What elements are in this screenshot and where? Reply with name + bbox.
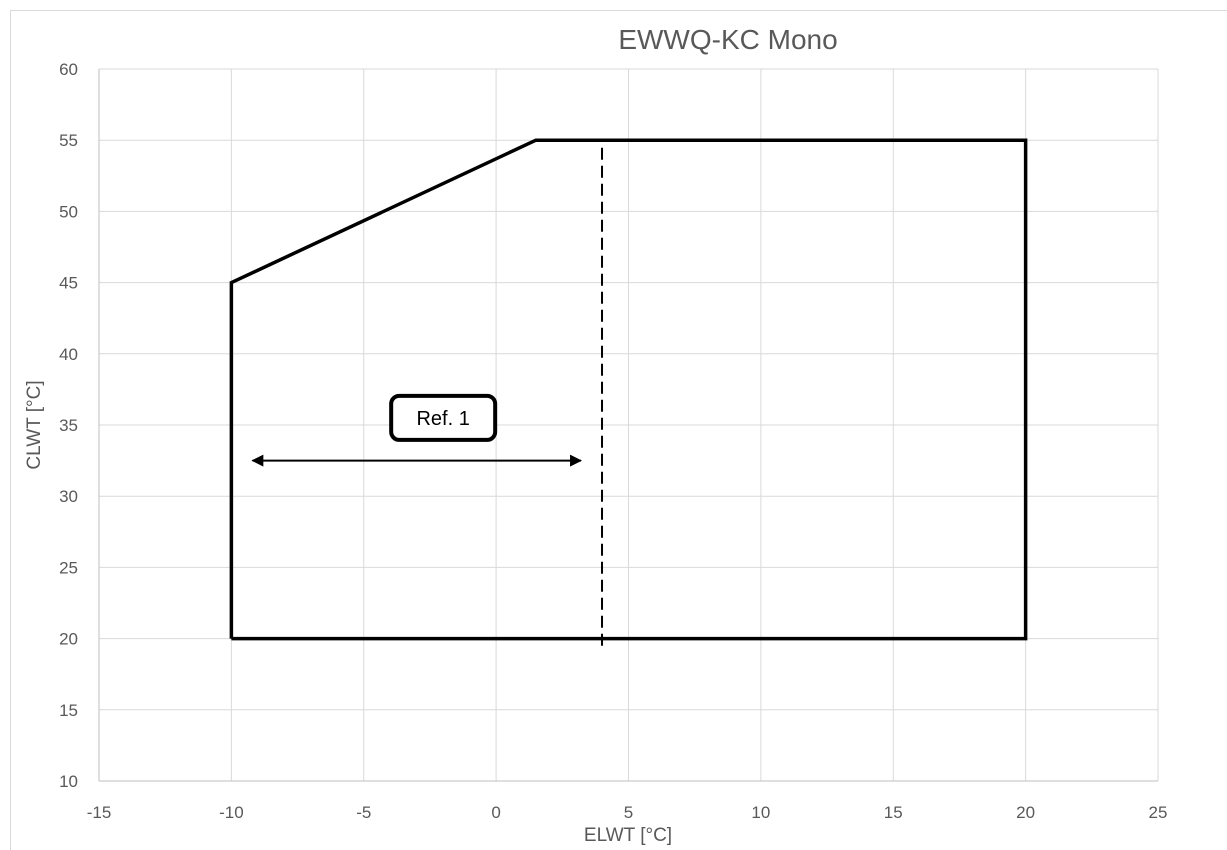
y-tick-label: 40	[59, 345, 78, 364]
y-tick-label: 10	[59, 772, 78, 791]
x-tick-label: 15	[884, 803, 903, 822]
chart-title: EWWQ-KC Mono	[618, 24, 837, 55]
x-tick-label: 10	[751, 803, 770, 822]
x-axis-title: ELWT [°C]	[584, 825, 672, 846]
y-axis-title: CLWT [°C]	[24, 380, 45, 469]
y-tick-label: 35	[59, 416, 78, 435]
series-layer	[229, 138, 1028, 646]
x-tick-label: 20	[1016, 803, 1035, 822]
annotation-layer: Ref. 1	[251, 393, 583, 467]
operating-envelope-line	[229, 138, 1028, 641]
y-tick-label: 25	[59, 558, 78, 577]
chart-frame	[10, 10, 1227, 850]
y-tick-label: 45	[59, 274, 78, 293]
y-tick-label: 55	[59, 131, 78, 150]
ref-label-box	[389, 393, 498, 442]
x-tick-label: 5	[624, 803, 633, 822]
x-tick-label: -15	[87, 803, 112, 822]
y-tick-label: 30	[59, 487, 78, 506]
axis-layer: 10 15 20 25 30 35 40 45 50 55 60 -15 -10 -5 0 5 10 15 20 25	[59, 60, 1167, 822]
x-tick-label: -10	[219, 803, 244, 822]
y-tick-label: 50	[59, 202, 78, 221]
y-tick-label: 15	[59, 701, 78, 720]
ref-label-text: Ref. 1	[416, 408, 469, 430]
y-tick-label: 60	[59, 60, 78, 79]
x-tick-label: 25	[1149, 803, 1168, 822]
y-tick-label: 20	[59, 630, 78, 649]
x-tick-label: 0	[491, 803, 500, 822]
x-tick-label: -5	[356, 803, 371, 822]
grid-layer	[99, 68, 1159, 781]
